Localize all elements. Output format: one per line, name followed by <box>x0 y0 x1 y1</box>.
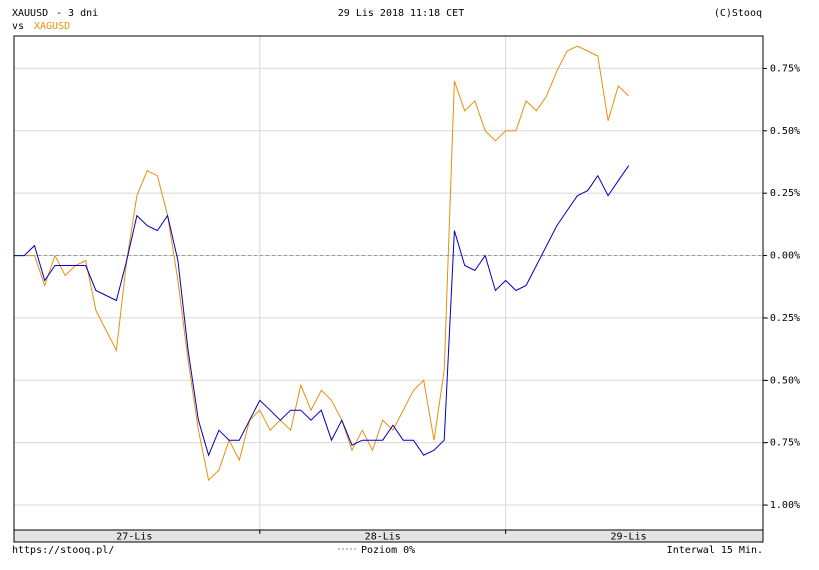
y-tick-label: -1.00% <box>764 500 800 511</box>
plot-area <box>14 36 763 530</box>
y-tick-label: -0.25% <box>764 313 800 324</box>
y-tick-label: 0.00% <box>770 251 800 262</box>
y-tick-label: 0.25% <box>770 188 800 199</box>
series-name: XAUUSD <box>12 8 48 19</box>
x-tick-label: 28-Lis <box>365 532 401 543</box>
y-tick-label: 0.50% <box>770 126 800 137</box>
x-tick-label: 29-Lis <box>611 532 647 543</box>
plot-border <box>13 35 764 531</box>
x-tick-label: 27-Lis <box>116 532 152 543</box>
interval: Interwal 15 Min. <box>667 545 763 556</box>
copyright: (C)Stooq <box>714 8 762 19</box>
series-name: XAGUSD <box>34 21 70 32</box>
y-tick-label: 0.75% <box>770 63 800 74</box>
series-line <box>14 165 630 457</box>
date: 29 Lis 2018 11:18 CET <box>338 8 464 19</box>
y-tick-label: -0.75% <box>764 438 800 449</box>
legend-label: Poziom 0% <box>361 545 415 556</box>
url: https://stooq.pl/ <box>12 545 114 556</box>
versus: vs <box>12 21 24 32</box>
series-line <box>14 45 629 482</box>
period: - 3 dni <box>56 8 98 19</box>
y-tick-label: -0.50% <box>764 375 800 386</box>
